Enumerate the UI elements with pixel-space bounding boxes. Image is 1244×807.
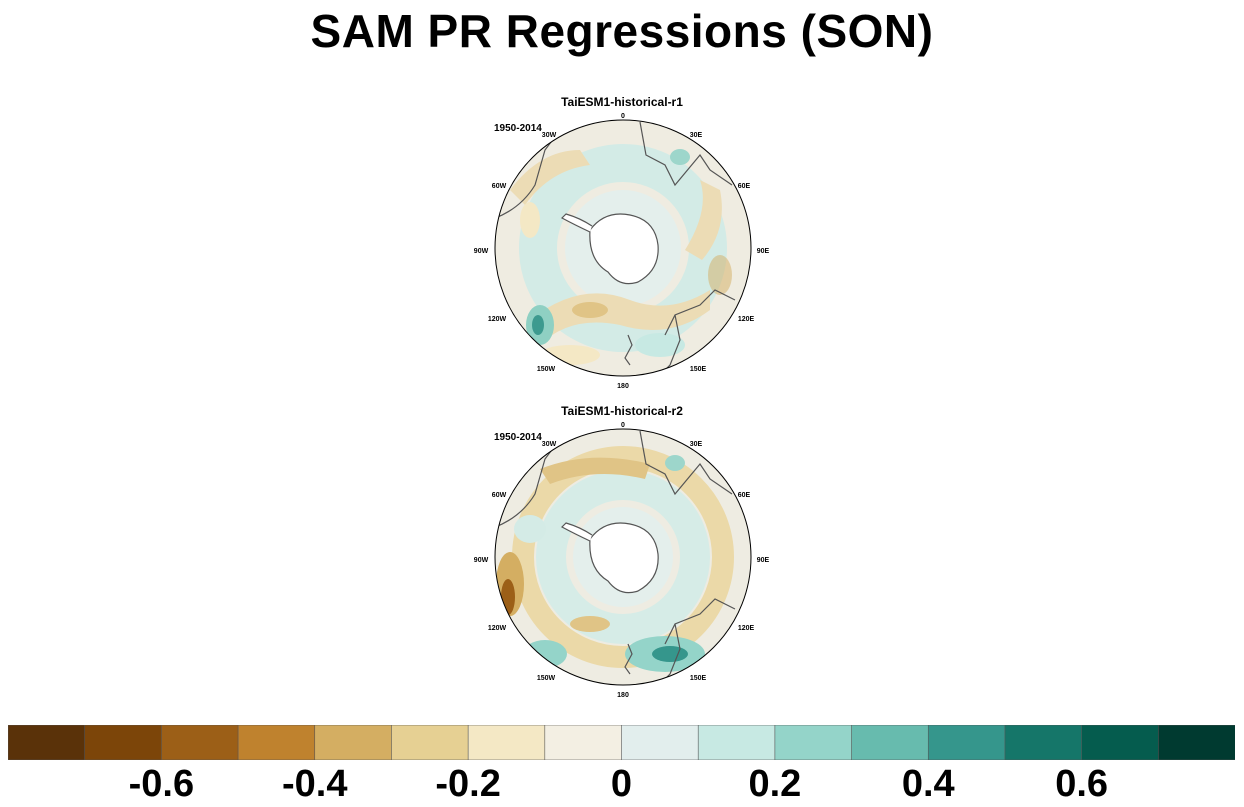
colorbar-tick-label: 0.6 [1055,763,1109,805]
colorbar-tick-label: -0.4 [282,763,348,805]
colorbar-swatch [8,725,86,760]
colorbar-swatch [697,725,776,760]
lon-label-90w: 90W [474,248,489,255]
lon-label-90w: 90W [474,557,489,564]
lon-label-30e: 30E [690,441,703,448]
map-panel-r2: TaiESM1-historical-r2 1950-2014 [0,404,1244,704]
panel-title: TaiESM1-historical-r1 [561,95,683,109]
lon-label-150w: 150W [537,366,556,373]
lon-label-120e: 120E [738,316,755,323]
colorbar-tick-labels: -0.6 -0.4 -0.2 0 0.2 0.4 0.6 [0,763,1244,807]
colorbar-swatch [1158,725,1235,760]
period-label: 1950-2014 [494,123,542,134]
lon-label-120e: 120E [738,625,755,632]
lon-label-150e: 150E [690,675,707,682]
colorbar [8,725,1235,760]
colorbar-swatch [467,725,546,760]
colorbar-swatch [391,725,469,760]
figure-title: SAM PR Regressions (SON) [310,5,934,57]
lon-label-30w: 30W [542,132,557,139]
lon-label-0: 0 [621,113,625,120]
colorbar-swatch [237,725,316,760]
panel-title: TaiESM1-historical-r2 [561,404,683,418]
lon-label-150e: 150E [690,366,707,373]
lon-label-60w: 60W [492,492,507,499]
colorbar-swatch [1081,725,1160,760]
period-label: 1950-2014 [494,432,542,443]
colorbar-tick-label: 0.4 [901,763,955,805]
lon-label-180: 180 [617,383,629,390]
lon-label-30e: 30E [690,132,703,139]
colorbar-swatch [1004,725,1083,760]
lon-label-0: 0 [621,422,625,429]
lon-label-60w: 60W [492,183,507,190]
colorbar-swatch [84,725,163,760]
colorbar-swatch [161,725,239,760]
lon-label-120w: 120W [488,625,507,632]
colorbar-tick-label: -0.2 [435,763,501,805]
polar-map: 0 30E 60E 90E 120E 150E 180 150W 120W 90… [474,422,770,699]
lon-label-150w: 150W [537,675,556,682]
colorbar-swatch [544,725,623,760]
lon-label-120w: 120W [488,316,507,323]
map-panel-r1: TaiESM1-historical-r1 1950-2014 [0,95,1244,395]
polar-map: 0 30E 60E 90E 120E 150E 180 150W 120W 90… [474,113,770,390]
colorbar-swatch [774,725,853,760]
colorbar-swatch [927,725,1006,760]
lon-label-90e: 90E [757,557,770,564]
colorbar-swatch [621,725,699,760]
lon-label-30w: 30W [542,441,557,448]
colorbar-tick-label: 0 [610,763,633,805]
colorbar-swatch [851,725,930,760]
lon-label-180: 180 [617,692,629,699]
colorbar-tick-label: -0.6 [128,763,195,805]
colorbar-tick-label: 0.2 [748,763,802,805]
colorbar-swatch [314,725,393,760]
lon-label-60e: 60E [738,183,751,190]
lon-label-60e: 60E [738,492,751,499]
lon-label-90e: 90E [757,248,770,255]
